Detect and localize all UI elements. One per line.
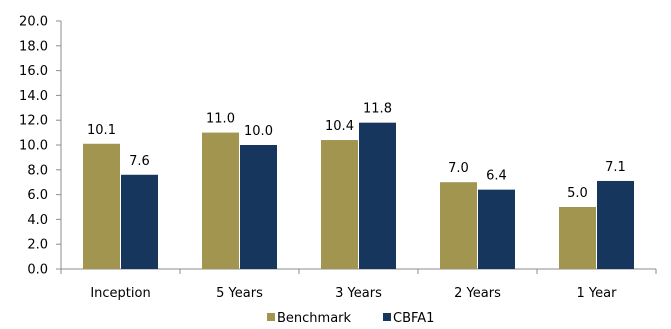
bar-cbfa1 [359, 122, 396, 270]
y-tick-label: 2.0 [27, 238, 48, 253]
y-tick-label: 18.0 [19, 39, 48, 54]
y-tick-label: 20.0 [19, 15, 48, 30]
y-axis: 0.0 2.0 4.0 6.0 8.0 10.0 12.0 14.0 16.0 18.0 20.0 [19, 15, 62, 278]
y-tick-label: 8.0 [27, 163, 48, 178]
category-label: 1 Year [577, 286, 618, 301]
data-label: 5.0 [567, 186, 588, 201]
legend: Benchmark CBFA1 [267, 311, 434, 326]
data-label: 7.6 [129, 154, 150, 169]
x-axis: Inception 5 Years 3 Years 2 Years 1 Year [60, 268, 657, 301]
bar-benchmark [202, 132, 239, 269]
data-label: 10.0 [244, 124, 273, 139]
legend-label-cbfa1: CBFA1 [393, 311, 434, 326]
data-labels: 10.1 7.6 11.0 10.0 10.4 11.8 7.0 6.4 5.0 7.1 [87, 102, 626, 201]
category-label: 2 Years [454, 286, 501, 301]
y-tick-label: 6.0 [27, 188, 48, 203]
bar-cbfa1 [597, 180, 634, 269]
bar-cbfa1 [478, 189, 515, 269]
legend-swatch-cbfa1 [383, 313, 391, 321]
legend-label-benchmark: Benchmark [277, 311, 352, 326]
y-tick-label: 12.0 [19, 114, 48, 129]
y-tick-label: 16.0 [19, 64, 48, 79]
bar-benchmark [440, 182, 477, 269]
data-label: 11.0 [206, 112, 235, 127]
data-label: 10.1 [87, 123, 116, 138]
bar-cbfa1 [240, 145, 277, 269]
data-label: 7.0 [448, 161, 469, 176]
y-tick-label: 10.0 [19, 139, 48, 154]
bar-benchmark [321, 140, 358, 269]
bar-cbfa1 [121, 174, 158, 269]
bars [83, 122, 634, 270]
category-label: 3 Years [335, 286, 382, 301]
y-tick-label: 0.0 [27, 263, 48, 278]
y-tick-label: 14.0 [19, 89, 48, 104]
data-label: 10.4 [325, 119, 354, 134]
data-label: 11.8 [363, 102, 392, 117]
legend-swatch-benchmark [267, 313, 275, 321]
data-label: 6.4 [486, 169, 507, 184]
bar-benchmark [559, 207, 596, 269]
y-tick-label: 4.0 [27, 213, 48, 228]
data-label: 7.1 [605, 160, 626, 175]
category-label: Inception [90, 286, 150, 301]
bar-benchmark [83, 143, 120, 269]
category-label: 5 Years [216, 286, 263, 301]
